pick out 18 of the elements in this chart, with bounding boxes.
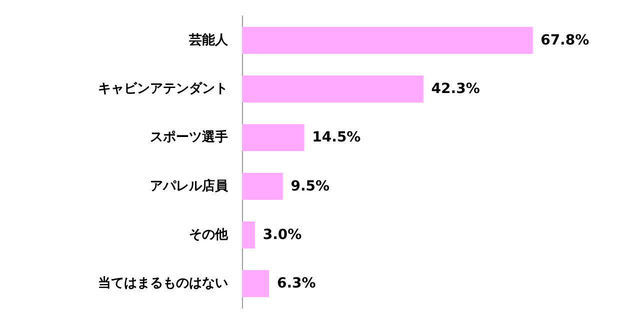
data-label: 3.0% [262,227,302,243]
data-label: 9.5% [290,178,330,194]
bar [242,76,424,102]
bar [242,26,533,54]
y-tick-label: アパレル店員 [150,178,229,194]
data-label: 14.5% [312,130,361,146]
bar [242,172,283,200]
y-tick-label: 当てはまるものはない [98,276,228,292]
bar [242,270,269,298]
bar [242,124,304,152]
y-tick-label: その他 [189,228,229,242]
y-tick-label: キャビンアテンダント [98,82,228,96]
bar [242,222,255,248]
data-label: 6.3% [277,276,316,292]
data-label: 67.8% [540,32,590,48]
data-label: 42.3% [431,81,480,97]
y-tick-label: 芸能人 [188,32,229,48]
y-tick-label: スポーツ選手 [150,129,228,146]
